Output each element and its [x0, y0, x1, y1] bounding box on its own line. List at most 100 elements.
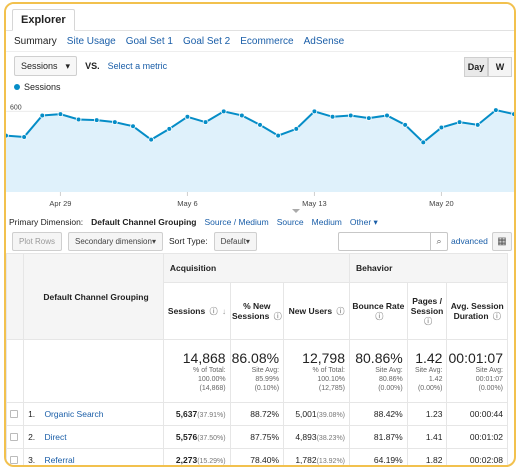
sessions-point[interactable] [221, 109, 226, 114]
sessions-point[interactable] [112, 120, 117, 125]
row-sessions: 5,637(37.91%) [163, 403, 230, 426]
subnav-goal-set-1[interactable]: Goal Set 1 [126, 36, 173, 47]
secondary-dimension-dropdown[interactable]: Secondary dimension ▾ [68, 232, 163, 251]
dimension-header: Default Channel Grouping [24, 254, 164, 340]
col-avg-session-duration[interactable]: Avg. Session Duration ⓘ [447, 283, 508, 340]
row-name-link[interactable]: Direct [44, 432, 66, 442]
dimension-source[interactable]: Source [277, 217, 304, 227]
total-bounce-rate-line3: (0.00%) [351, 384, 403, 393]
grid-view-icon[interactable]: ▦ [492, 232, 512, 251]
sessions-point[interactable] [239, 113, 244, 118]
sessions-point[interactable] [403, 122, 408, 127]
table-search-input[interactable]: ⌕ [338, 232, 448, 251]
row-new-users-pct: (13.92%) [317, 458, 345, 465]
sessions-point[interactable] [385, 113, 390, 118]
sessions-point[interactable] [76, 117, 81, 122]
col-pages-session[interactable]: Pages / Session ⓘ [407, 283, 447, 340]
row-pages-session: 1.41 [407, 426, 447, 449]
row-sessions: 5,576(37.50%) [163, 426, 230, 449]
subnav-adsense[interactable]: AdSense [304, 36, 345, 47]
sessions-point[interactable] [512, 112, 514, 117]
sessions-point[interactable] [6, 133, 8, 138]
col-new-users[interactable]: New Users ⓘ [284, 283, 350, 340]
row-bounce-rate: 81.87% [350, 426, 408, 449]
sessions-point[interactable] [312, 109, 317, 114]
help-icon: ⓘ [336, 306, 344, 317]
data-table: Default Channel Grouping Acquisition Beh… [6, 253, 508, 467]
total-new-sessions-value: 86.08% [232, 350, 279, 366]
col-sessions[interactable]: Sessions ⓘ ↓ [163, 283, 230, 340]
sessions-point[interactable] [167, 126, 172, 131]
row-checkbox[interactable] [7, 426, 24, 449]
tab-explorer[interactable]: Explorer [12, 9, 75, 31]
row-new-users-value: 5,001 [295, 409, 316, 419]
col-bounce-rate[interactable]: Bounce Rate ⓘ [350, 283, 408, 340]
primary-dimension-active: Default Channel Grouping [91, 217, 196, 227]
sessions-point[interactable] [40, 113, 45, 118]
sessions-point[interactable] [330, 114, 335, 119]
select-metric-link[interactable]: Select a metric [108, 61, 168, 71]
row-new-users-pct: (38.23%) [317, 435, 345, 442]
col-new-sessions[interactable]: % New Sessions ⓘ [230, 283, 283, 340]
row-new-users: 5,001(39.08%) [284, 403, 350, 426]
subnav-goal-set-2[interactable]: Goal Set 2 [183, 36, 230, 47]
search-icon[interactable]: ⌕ [430, 233, 447, 250]
chart-resize-handle-icon[interactable] [292, 209, 300, 213]
dimension-medium[interactable]: Medium [312, 217, 342, 227]
sessions-point[interactable] [258, 122, 263, 127]
chevron-down-icon: ▾ [66, 61, 71, 72]
metric-row: Sessions ▾ VS. Select a metric Day W [6, 52, 514, 80]
dimension-other[interactable]: Other ▾ [350, 217, 378, 228]
metric-dropdown[interactable]: Sessions ▾ [14, 56, 77, 76]
row-new-users: 1,782(13.92%) [284, 449, 350, 467]
header-checkbox-cell [7, 254, 24, 340]
sessions-point[interactable] [294, 126, 299, 131]
day-button[interactable]: Day [464, 57, 488, 77]
sessions-point[interactable] [185, 114, 190, 119]
sessions-point[interactable] [58, 112, 63, 117]
row-checkbox[interactable] [7, 449, 24, 467]
sessions-point[interactable] [493, 108, 498, 113]
row-sessions: 2,273(15.29%) [163, 449, 230, 467]
row-sessions-pct: (15.29%) [197, 458, 225, 465]
dimension-source-medium[interactable]: Source / Medium [204, 217, 268, 227]
row-sessions-value: 5,637 [176, 409, 197, 419]
row-new-users-pct: (39.08%) [317, 412, 345, 419]
week-button[interactable]: W [488, 57, 512, 77]
total-sessions-line1: % of Total: [165, 366, 226, 375]
sessions-point[interactable] [149, 137, 154, 142]
sort-type-dropdown[interactable]: Default ▾ [214, 232, 257, 251]
subnav-site-usage[interactable]: Site Usage [67, 36, 116, 47]
total-avg-session-duration-line3: (0.00%) [448, 384, 503, 393]
advanced-link[interactable]: advanced [451, 236, 488, 246]
sessions-point[interactable] [203, 120, 208, 125]
table-toolbar: Plot Rows Secondary dimension ▾ Sort Typ… [6, 229, 514, 253]
sessions-point[interactable] [94, 118, 99, 123]
sessions-point[interactable] [22, 135, 27, 140]
help-icon: ⓘ [274, 311, 282, 322]
sessions-point[interactable] [475, 122, 480, 127]
col-bounce-rate-label: Bounce Rate [352, 301, 404, 311]
help-icon: ⓘ [210, 306, 218, 317]
sessions-point[interactable] [366, 116, 371, 121]
row-name-link[interactable]: Referral [44, 455, 74, 465]
primary-dimension-label: Primary Dimension: [9, 217, 83, 227]
subnav-ecommerce[interactable]: Ecommerce [240, 36, 293, 47]
x-tick-label: May 6 [177, 199, 197, 208]
sessions-point[interactable] [276, 133, 281, 138]
plot-rows-button[interactable]: Plot Rows [12, 232, 62, 251]
row-pages-session: 1.23 [407, 403, 447, 426]
subnav-summary[interactable]: Summary [14, 36, 57, 47]
sessions-point[interactable] [421, 140, 426, 145]
row-name-link[interactable]: Organic Search [44, 409, 103, 419]
sessions-point[interactable] [439, 125, 444, 130]
table-row: 1. Organic Search 5,637(37.91%) 88.72% 5… [7, 403, 508, 426]
sessions-point[interactable] [457, 120, 462, 125]
row-checkbox[interactable] [7, 403, 24, 426]
sessions-point[interactable] [131, 124, 136, 129]
sessions-point[interactable] [348, 113, 353, 118]
total-new-users-value: 12,798 [285, 350, 345, 366]
total-avg-session-duration-line1: Site Avg: [448, 366, 503, 375]
total-new-users-line1: % of Total: [285, 366, 345, 375]
